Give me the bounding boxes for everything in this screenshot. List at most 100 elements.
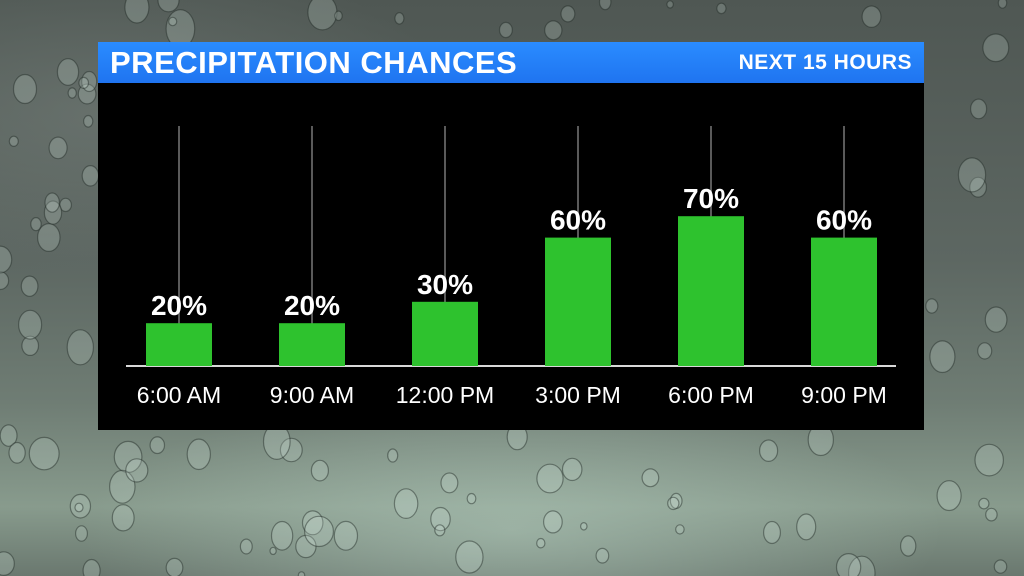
raindrop — [977, 342, 993, 360]
data-label: 30% — [417, 269, 473, 300]
raindrop — [56, 58, 80, 86]
raindrop — [498, 21, 513, 39]
raindrop — [666, 0, 674, 9]
raindrop — [969, 98, 988, 120]
data-label: 70% — [683, 183, 739, 214]
raindrop — [20, 275, 39, 297]
x-tick-label: 3:00 PM — [535, 382, 621, 408]
raindrop — [430, 506, 451, 532]
raindrop — [0, 245, 13, 274]
raindrop — [109, 469, 136, 504]
raindrop — [595, 547, 610, 564]
raindrop — [124, 0, 150, 24]
raindrop — [716, 2, 727, 15]
raindrop — [762, 520, 781, 545]
raindrop — [984, 306, 1008, 333]
bar — [545, 237, 611, 366]
raindrop — [334, 10, 343, 22]
raindrop — [8, 135, 19, 147]
raindrop — [598, 0, 612, 11]
raindrop — [982, 33, 1010, 63]
raindrop — [270, 520, 294, 551]
raindrop — [113, 440, 143, 473]
raindrop — [675, 524, 685, 535]
data-label: 20% — [151, 290, 207, 321]
raindrop — [157, 0, 180, 13]
raindrop — [307, 0, 338, 31]
raindrop — [269, 546, 277, 556]
bar — [412, 301, 478, 366]
chart-subtitle: NEXT 15 HOURS — [738, 51, 912, 74]
raindrop — [641, 468, 660, 488]
raindrop — [21, 335, 40, 356]
raindrop — [279, 437, 303, 463]
raindrop — [985, 507, 998, 522]
chart-title: PRECIPITATION CHANCES — [110, 45, 518, 80]
raindrop — [168, 16, 178, 27]
raindrop — [295, 534, 317, 559]
raindrop — [393, 488, 419, 520]
raindrop — [74, 525, 88, 542]
raindrop — [669, 492, 683, 509]
raindrop — [957, 157, 987, 193]
raindrop — [997, 0, 1008, 9]
data-label: 60% — [816, 205, 872, 236]
raindrop — [30, 217, 42, 232]
raindrop — [925, 298, 939, 314]
raindrop — [149, 436, 166, 455]
raindrop — [301, 510, 324, 536]
bar-chart: 20% 6:00 AM 20% 9:00 AM 30% 12:00 PM 60% 3:00 P… — [126, 126, 896, 408]
raindrop — [579, 521, 588, 531]
x-tick-label: 9:00 PM — [801, 382, 887, 408]
raindrop — [543, 510, 563, 534]
raindrop — [77, 83, 97, 105]
raindrop — [36, 223, 61, 253]
data-label: 20% — [284, 290, 340, 321]
raindrop — [304, 515, 335, 548]
raindrop — [440, 472, 459, 494]
raindrop — [111, 504, 135, 532]
bar — [811, 237, 877, 366]
raindrop — [186, 438, 211, 471]
raindrop — [297, 571, 306, 576]
raindrop — [69, 493, 92, 519]
raindrop — [0, 271, 10, 291]
x-tick-label: 9:00 AM — [270, 382, 354, 408]
raindrop — [929, 340, 956, 374]
raindrop — [974, 443, 1004, 477]
raindrop — [8, 441, 26, 464]
bar — [146, 323, 212, 366]
raindrop — [969, 176, 987, 198]
raindrop — [796, 513, 817, 541]
raindrop — [835, 553, 862, 576]
raindrop — [310, 459, 329, 482]
raindrop — [434, 524, 446, 537]
raindrop — [936, 480, 962, 512]
raindrop — [48, 136, 68, 160]
raindrop — [667, 496, 680, 511]
bar — [678, 216, 744, 366]
raindrop — [455, 540, 484, 574]
raindrop — [560, 5, 576, 23]
raindrop — [18, 309, 43, 340]
raindrop — [758, 439, 779, 462]
raindrop — [59, 197, 72, 213]
raindrop — [536, 537, 546, 549]
x-tick-label: 12:00 PM — [396, 382, 494, 408]
raindrop — [66, 329, 95, 366]
raindrop — [536, 463, 564, 494]
raindrop — [44, 192, 60, 213]
raindrop — [43, 200, 63, 225]
raindrop — [74, 502, 84, 513]
bar — [279, 323, 345, 366]
x-tick-label: 6:00 PM — [668, 382, 754, 408]
raindrop — [165, 557, 184, 576]
raindrop — [900, 535, 917, 557]
raindrop — [81, 165, 100, 187]
chart-panel: PRECIPITATION CHANCES NEXT 15 HOURS 20% 6… — [98, 42, 924, 430]
raindrop — [12, 73, 38, 105]
raindrop — [82, 114, 94, 128]
x-tick-label: 6:00 AM — [137, 382, 221, 408]
raindrop — [993, 559, 1008, 574]
